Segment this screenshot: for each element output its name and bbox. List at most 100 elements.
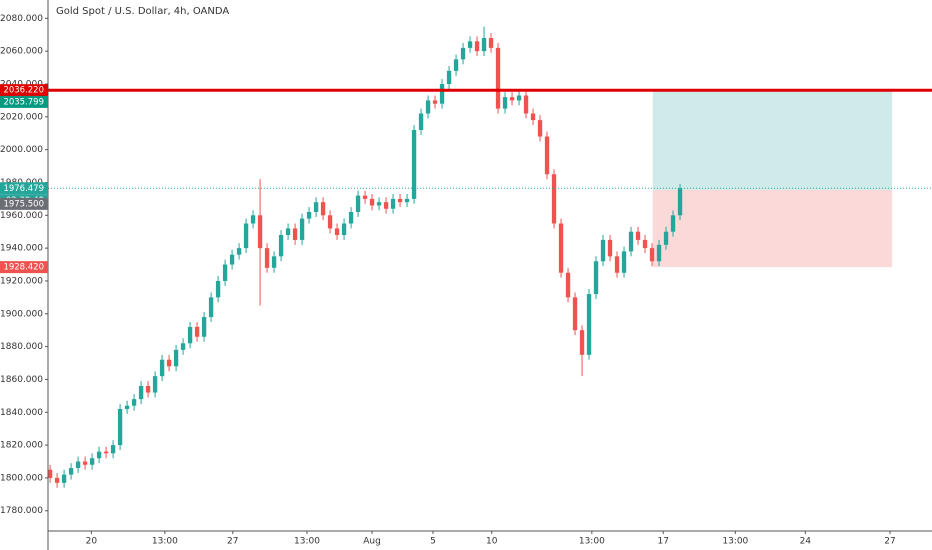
candle-body — [411, 129, 417, 199]
candle-body — [614, 256, 620, 273]
price-label-box — [0, 182, 48, 195]
price-label-box — [0, 197, 48, 210]
candle-body — [159, 359, 165, 377]
y-tick-label: 1820.000 — [0, 441, 43, 451]
candle-body — [96, 451, 102, 459]
candle-body — [495, 47, 501, 109]
x-tick-label: 20 — [86, 537, 98, 547]
candle-body — [222, 264, 228, 281]
candle-body — [68, 468, 74, 475]
candle-body — [257, 215, 263, 249]
candle-body — [299, 218, 305, 240]
x-tick-label: 5 — [430, 537, 436, 547]
candle-body — [236, 248, 242, 255]
candle-body — [593, 261, 599, 295]
candle-body — [376, 202, 382, 206]
price-label: 2035.799 — [3, 97, 44, 107]
candle-body — [460, 47, 466, 60]
candle-body — [607, 239, 613, 257]
candle-body — [306, 212, 312, 219]
candle-body — [145, 385, 151, 393]
x-tick-label: 13:00 — [152, 537, 178, 547]
candle-body — [488, 38, 494, 48]
candle-body — [628, 231, 634, 252]
candle-body — [404, 198, 410, 203]
price-label: 2036.220 — [3, 86, 44, 96]
candle-body — [327, 215, 333, 229]
candle-body — [194, 326, 200, 337]
candle-body — [390, 198, 396, 209]
candle-body — [166, 359, 172, 367]
candle-body — [187, 326, 193, 344]
candle-body — [47, 469, 53, 478]
price-label: 1928.420 — [3, 263, 44, 273]
candle-body — [516, 95, 522, 101]
candle-body — [481, 38, 487, 52]
candle-body — [565, 272, 571, 298]
y-tick-label: 2060.000 — [0, 47, 43, 57]
price-label-box — [0, 95, 48, 108]
candle-body — [138, 385, 144, 400]
candle-body — [334, 228, 340, 235]
candle-body — [201, 317, 207, 337]
y-tick-label: 1960.000 — [0, 211, 43, 221]
x-tick-label: 17 — [658, 537, 669, 547]
candle-body — [89, 458, 95, 465]
y-tick-label: 2080.000 — [0, 14, 43, 24]
target-zone — [652, 90, 893, 190]
candle-body — [439, 84, 445, 104]
candle-body — [320, 202, 326, 216]
candle-body — [397, 198, 403, 203]
y-tick-label: 1880.000 — [0, 342, 43, 352]
candle-body — [54, 477, 60, 483]
y-tick-label: 2000.000 — [0, 145, 43, 155]
y-tick-label: 1920.000 — [0, 276, 43, 286]
x-tick-label: 13:00 — [294, 537, 320, 547]
candle-body — [530, 113, 536, 121]
y-tick-label: 1780.000 — [0, 506, 43, 516]
y-tick-label: 1840.000 — [0, 408, 43, 418]
candle-body — [474, 41, 480, 52]
y-tick-label: 1940.000 — [0, 244, 43, 254]
candle-body — [621, 251, 627, 273]
candle-body — [453, 59, 459, 71]
candle-body — [103, 451, 109, 454]
candle-body — [635, 231, 641, 240]
candle-body — [110, 445, 116, 454]
x-tick-label: 24 — [800, 537, 812, 547]
candle-body — [131, 399, 137, 406]
candle-body — [250, 215, 256, 224]
candle-body — [243, 223, 249, 249]
price-label: 1976.479 — [3, 184, 44, 194]
candle-body — [537, 120, 543, 137]
candle-body — [285, 228, 291, 235]
candle-body — [180, 343, 186, 350]
candle-body — [229, 254, 235, 265]
x-tick-label: 13:00 — [722, 537, 748, 547]
candle-body — [649, 248, 655, 262]
y-tick-label: 1900.000 — [0, 309, 43, 319]
candle-body — [271, 256, 277, 268]
candle-body — [551, 174, 557, 224]
x-tick-label: 10 — [486, 537, 498, 547]
candle-body — [467, 41, 473, 48]
candle-body — [670, 215, 676, 232]
candle-body — [600, 239, 606, 262]
y-tick-label: 1860.000 — [0, 375, 43, 385]
candle-body — [446, 70, 452, 85]
candle-body — [117, 408, 123, 446]
candle-body — [586, 294, 592, 355]
candle-body — [362, 195, 368, 199]
candle-body — [425, 100, 431, 114]
candle-body — [173, 349, 179, 367]
price-label: 1975.500 — [3, 199, 44, 209]
candle-body — [502, 97, 508, 109]
x-tick-label: 27 — [884, 537, 895, 547]
candle-body — [82, 461, 88, 465]
candle-body — [355, 195, 361, 213]
x-tick-label: Aug — [363, 537, 381, 547]
price-label-box — [0, 261, 48, 274]
candle-body — [418, 113, 424, 130]
candle-body — [558, 223, 564, 273]
